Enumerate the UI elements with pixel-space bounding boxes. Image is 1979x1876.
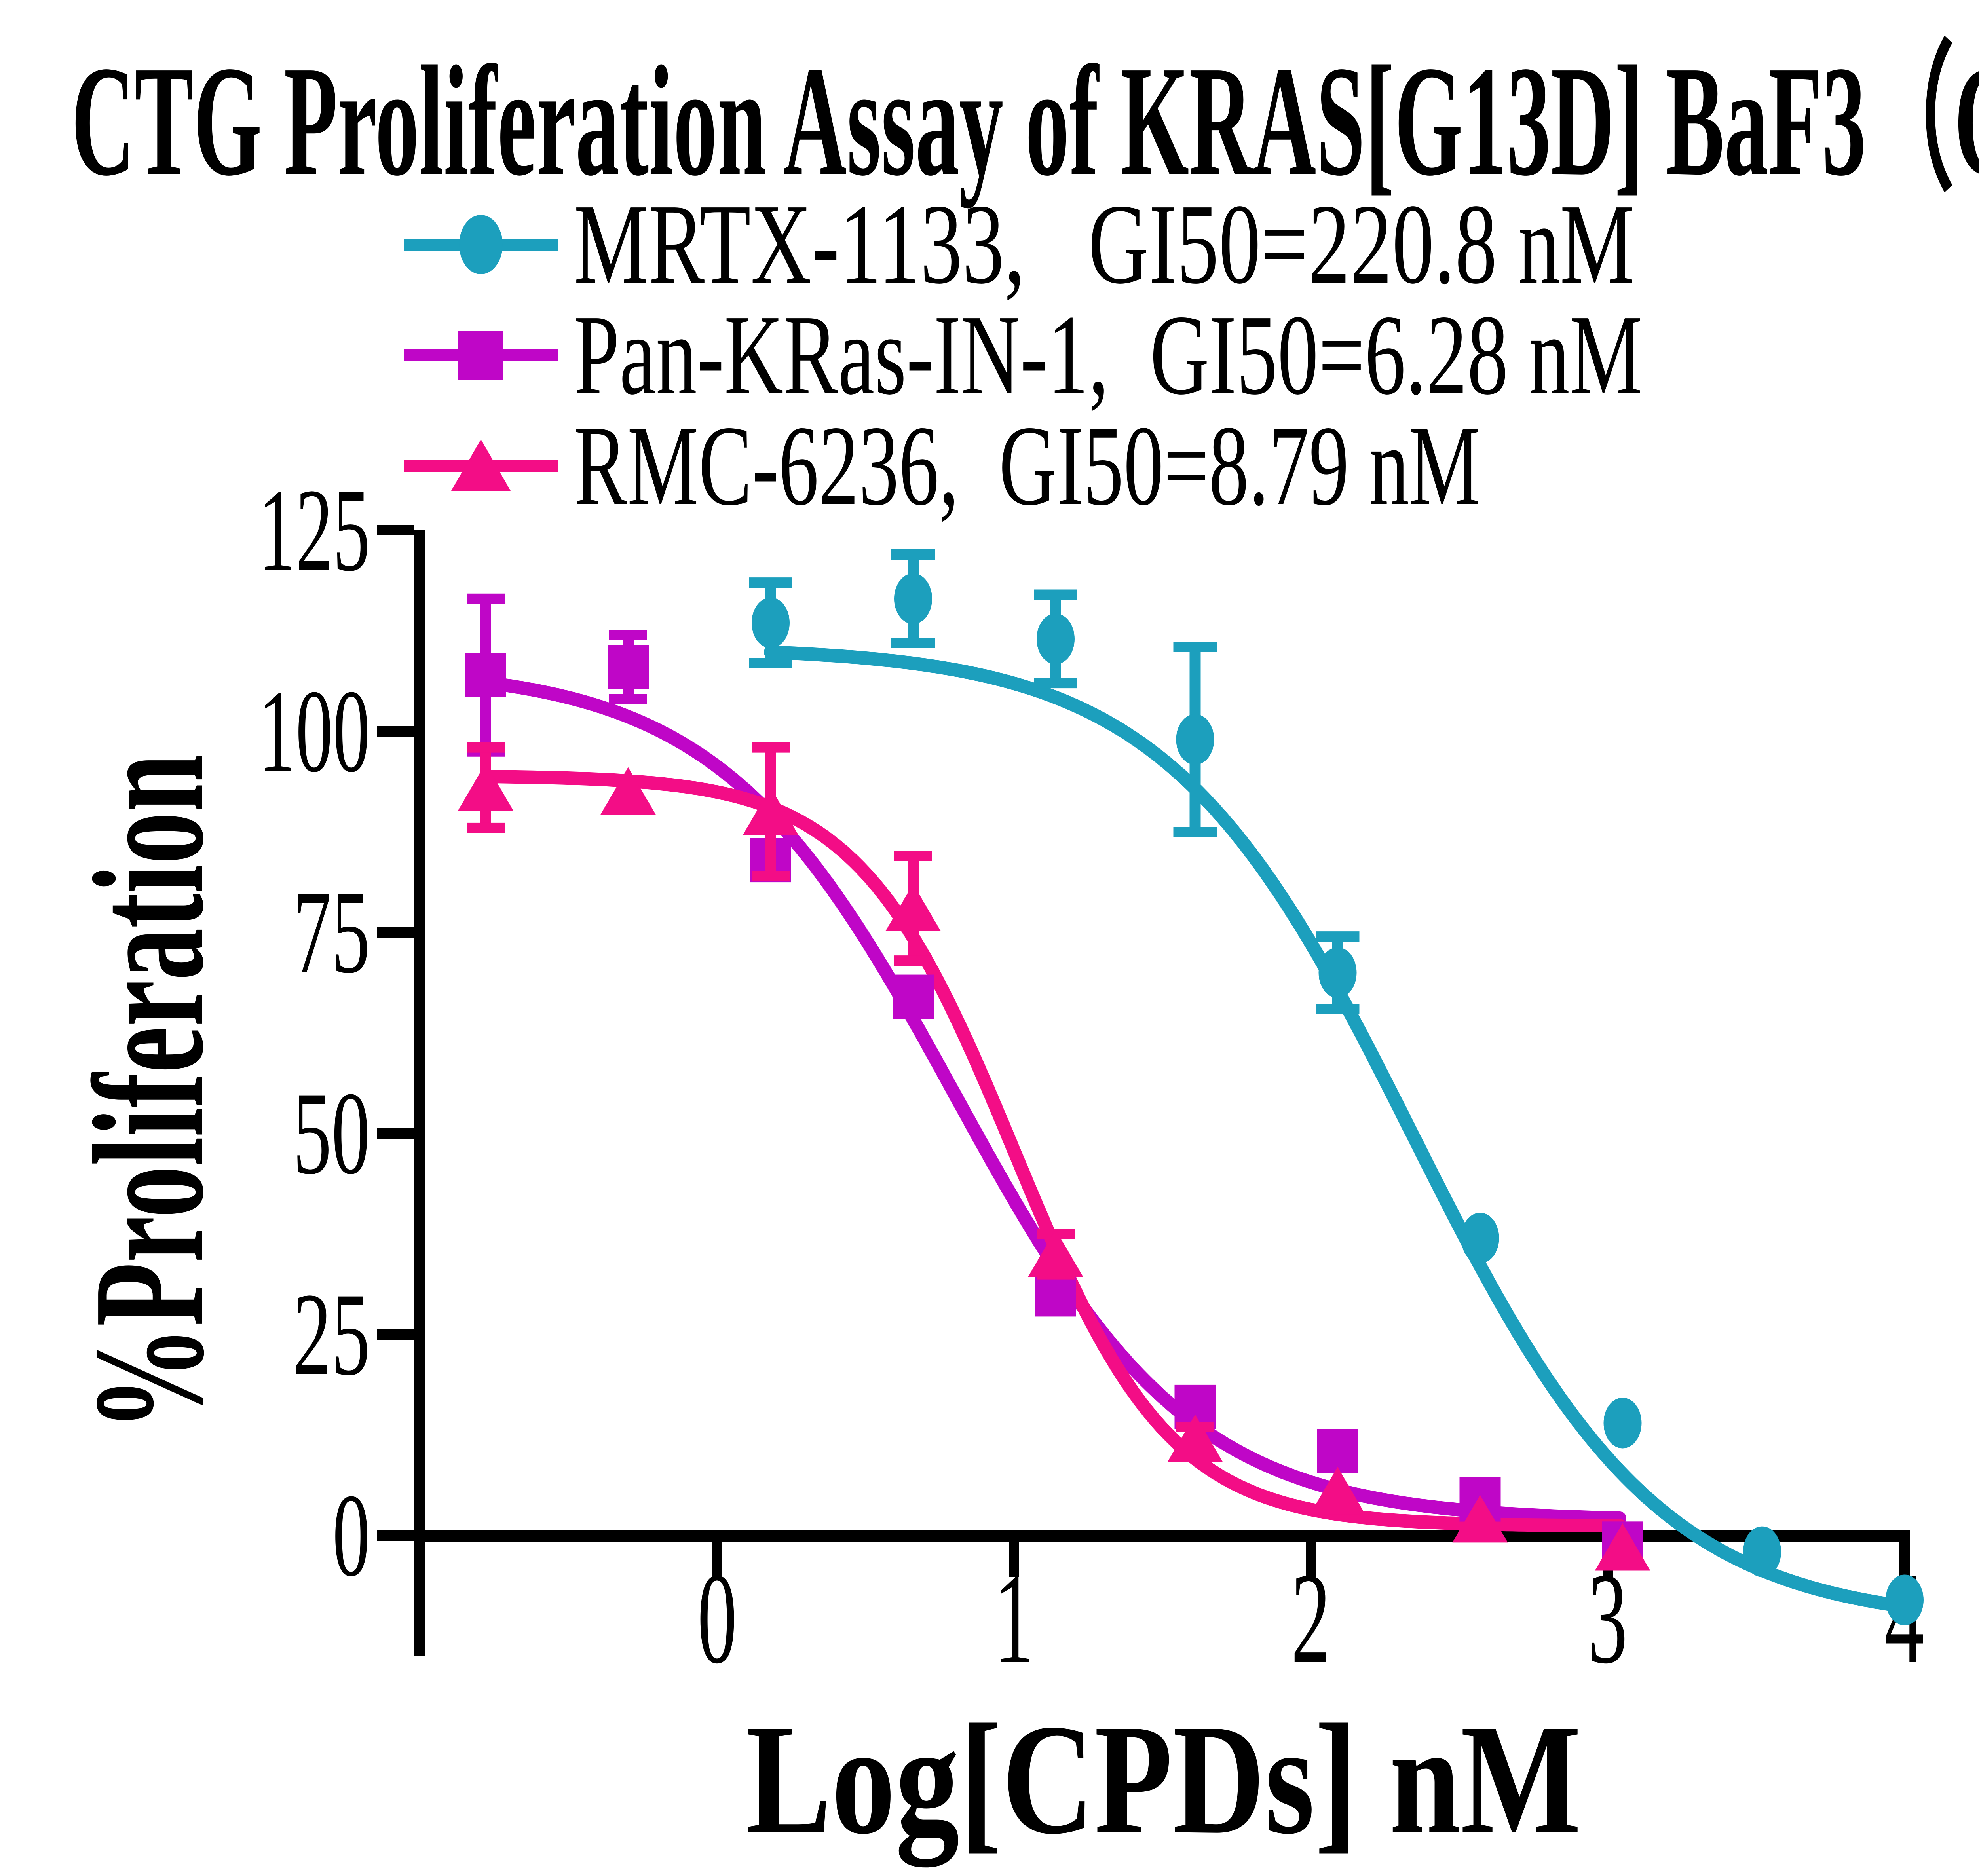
data-point-circle-MRTX-1133 [1461,1213,1499,1264]
y-axis-title: %Proliferation [61,754,236,1431]
y-tick-label: 25 [293,1268,370,1400]
x-tick-label: 2 [1291,1546,1331,1691]
chart-generated-content: 025507510012501234MRTX-1133, GI50=220.8 … [258,180,1924,1691]
data-point-square-Pan-KRas-IN-1 [1035,1272,1076,1317]
data-point-triangle-RMC-6236 [458,763,513,811]
x-axis-title: Log[CPDs] nM [746,1692,1581,1870]
legend-item-Pan-KRas-IN-1: Pan-KRas-IN-1, GI50=6.28 nM [404,291,1643,418]
fit-curve-Pan-KRas-IN-1 [479,676,1626,1525]
data-point-triangle-RMC-6236 [1167,1415,1223,1462]
legend-marker-circle-icon [459,215,503,274]
data-point-square-Pan-KRas-IN-1 [893,974,934,1019]
data-point-circle-MRTX-1133 [1037,613,1075,665]
x-tick-label: 0 [697,1546,737,1691]
data-point-circle-MRTX-1133 [1743,1526,1781,1577]
data-point-triangle-RMC-6236 [600,767,656,815]
legend-label-RMC-6236: RMC-6236, GI50=8.79 nM [574,402,1480,529]
legend-marker-triangle-icon [451,439,511,491]
legend-marker-square-icon [458,331,503,380]
data-point-circle-MRTX-1133 [1603,1398,1642,1449]
data-point-triangle-RMC-6236 [743,787,798,835]
data-point-triangle-RMC-6236 [1595,1523,1650,1571]
y-tick-label: 0 [332,1470,370,1601]
y-tick-label: 75 [293,866,370,998]
data-point-circle-MRTX-1133 [1318,947,1357,998]
data-point-triangle-RMC-6236 [885,884,941,932]
data-point-circle-MRTX-1133 [1886,1574,1924,1625]
chart-title: CTG Proliferation Assay of KRAS[G13D] Ba… [71,33,1979,209]
y-tick-label: 100 [258,665,370,797]
data-point-square-Pan-KRas-IN-1 [608,645,649,689]
y-tick-label: 125 [258,464,370,596]
data-point-triangle-RMC-6236 [1310,1467,1366,1515]
data-point-square-Pan-KRas-IN-1 [1317,1429,1358,1473]
legend-item-MRTX-1133: MRTX-1133, GI50=220.8 nM [404,180,1635,308]
y-tick-label: 50 [293,1067,370,1199]
data-point-circle-MRTX-1133 [894,573,932,624]
legend-label-Pan-KRas-IN-1: Pan-KRas-IN-1, GI50=6.28 nM [574,291,1643,418]
data-point-square-Pan-KRas-IN-1 [465,653,506,697]
data-point-circle-MRTX-1133 [752,597,790,648]
data-point-triangle-RMC-6236 [1452,1495,1508,1543]
fit-curve-RMC-6236 [479,769,1626,1532]
x-tick-label: 1 [994,1546,1034,1691]
data-point-circle-MRTX-1133 [1176,714,1214,765]
legend-item-RMC-6236: RMC-6236, GI50=8.79 nM [404,402,1480,529]
data-point-triangle-RMC-6236 [1028,1229,1083,1277]
legend-label-MRTX-1133: MRTX-1133, GI50=220.8 nM [574,180,1635,308]
